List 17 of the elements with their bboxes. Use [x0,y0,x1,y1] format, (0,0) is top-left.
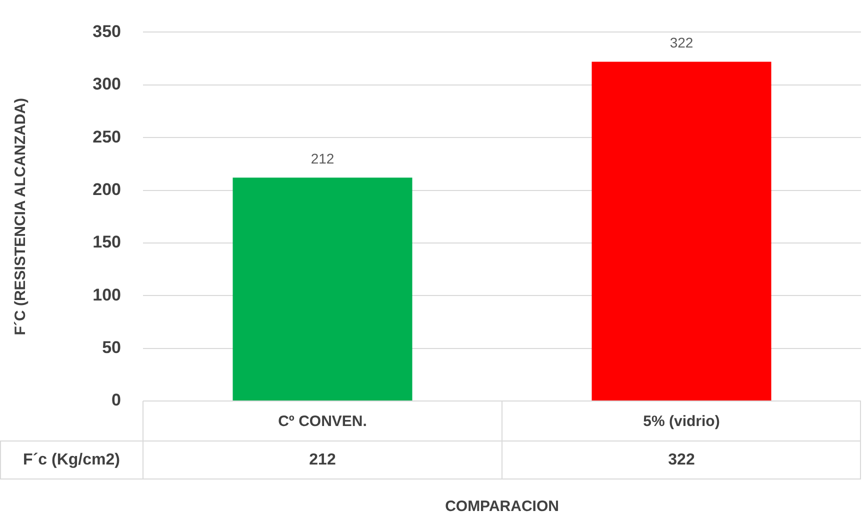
y-axis-title: F´C (RESISTENCIA ALCANZADA) [12,98,30,336]
x-tick-label: 5% (vidrio) [643,413,720,430]
y-tick-label: 100 [92,285,121,304]
y-tick-label: 200 [92,180,121,199]
text: 322 [668,451,695,468]
y-tick-label: 350 [92,22,121,41]
text: F´c (Kg/cm2) [23,451,120,468]
y-tick-label: 50 [102,338,121,357]
text: 212 [309,451,336,468]
x-tick-label: Cº CONVEN. [278,413,367,430]
data-label: 322 [670,34,694,51]
y-tick-label: 250 [92,127,121,146]
y-tick-label: 0 [112,390,121,410]
y-tick-label: 150 [92,232,121,252]
data-label: 212 [310,150,334,166]
y-tick-label: 300 [92,74,121,94]
x-axis-title: COMPARACION [445,498,559,516]
